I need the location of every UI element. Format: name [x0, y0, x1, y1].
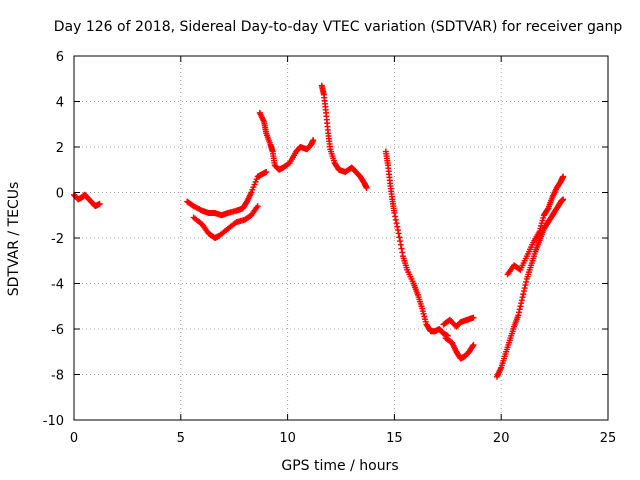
data-point [520, 291, 527, 298]
y-tick-label: 4 [56, 96, 64, 111]
grid-lines [74, 56, 608, 420]
data-point [516, 309, 522, 316]
data-point [520, 288, 527, 295]
y-tick-label: -10 [43, 414, 64, 429]
data-series-9 [493, 196, 567, 380]
data-point [517, 303, 524, 310]
data-series-2 [184, 169, 270, 219]
x-tick-label: 10 [279, 431, 296, 446]
data-series-7 [440, 314, 477, 330]
x-axis-label: GPS time / hours [281, 458, 398, 474]
data-point [393, 220, 400, 227]
chart-title: Day 126 of 2018, Sidereal Day-to-day VTE… [54, 19, 623, 35]
y-tick-label: -4 [51, 278, 64, 293]
data-series-6 [382, 148, 451, 339]
data-series-4 [256, 109, 317, 173]
data-point [397, 241, 404, 248]
data-point [522, 282, 529, 289]
x-tick-label: 25 [600, 431, 617, 446]
data-point [399, 249, 406, 256]
data-point [396, 234, 403, 241]
data-series-5 [318, 82, 370, 191]
data-point [397, 238, 404, 245]
data-point [310, 137, 317, 144]
x-tick-label: 5 [177, 431, 185, 446]
data-point [363, 184, 370, 191]
data-point [516, 306, 523, 313]
y-axis-label: SDTVAR / TECUs [6, 182, 22, 297]
x-tick-label: 0 [70, 431, 78, 446]
data-point [392, 213, 399, 220]
data-point [394, 227, 401, 234]
data-point [96, 200, 103, 207]
data-point [560, 196, 567, 203]
data-point [394, 223, 401, 230]
data-point [560, 173, 567, 180]
data-point [470, 341, 477, 348]
data-point [395, 230, 402, 237]
data-point [392, 216, 399, 223]
data-point [518, 297, 525, 304]
data-point [521, 285, 528, 292]
data-point [515, 312, 522, 319]
data-point [469, 343, 476, 350]
x-tick-label: 15 [386, 431, 403, 446]
data-point [254, 203, 261, 210]
data-series-1 [71, 191, 103, 210]
data-point [523, 278, 530, 285]
data-point [263, 169, 270, 176]
y-tick-label: -8 [51, 369, 64, 384]
plot-frame [73, 55, 609, 421]
data-point [544, 206, 551, 213]
y-tick-label: 0 [56, 187, 64, 202]
data-point [518, 300, 525, 307]
data-point [398, 245, 405, 252]
x-tick-label: 20 [493, 431, 510, 446]
y-tick-label: -2 [51, 232, 64, 247]
tick-labels: 0 5 10 15 20 25 -10 -8 -6 -4 -2 0 2 4 6 [43, 50, 617, 446]
y-tick-label: 2 [56, 141, 64, 156]
data-point [470, 314, 477, 321]
data-series-3 [190, 203, 261, 241]
data-point [519, 294, 526, 301]
data-points [71, 82, 567, 380]
y-tick-label: -6 [51, 323, 64, 338]
y-tick-label: 6 [56, 50, 64, 65]
data-series-8 [442, 335, 477, 362]
data-point [391, 209, 398, 216]
data-series-10 [504, 173, 567, 278]
